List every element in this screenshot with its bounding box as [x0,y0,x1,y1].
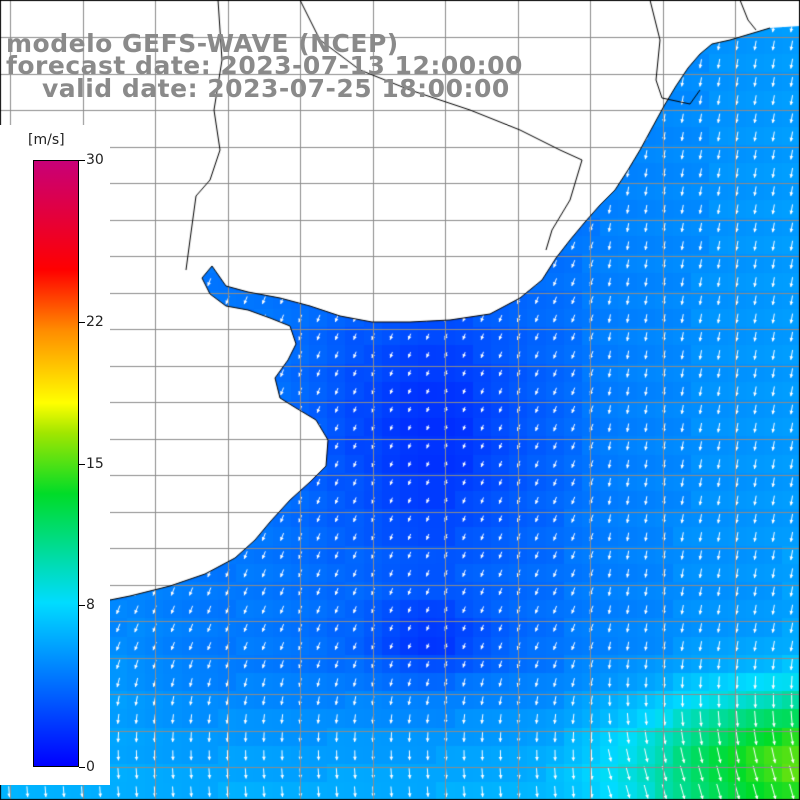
map-title-forecast-date: forecast date: 2023-07-13 12:00:00 [6,51,523,80]
colorbar-tick-mark [79,463,85,465]
colorbar-tick-mark [79,160,85,161]
map-title-valid-date: valid date: 2023-07-25 18:00:00 [42,74,510,103]
colorbar-tick-label: 0 [86,759,95,775]
colorbar-gradient [33,160,79,767]
colorbar-tick-label: 22 [86,313,104,330]
colorbar-tick-mark [79,767,85,768]
map-title-model: modelo GEFS-WAVE (NCEP) [6,29,399,58]
colorbar-tick-label: 8 [86,597,95,614]
colorbar-tick-mark [79,605,85,607]
colorbar-tick-mark [79,321,85,323]
colorbar-unit-label: [m/s] [28,132,65,148]
colorbar-tick-label: 30 [86,152,104,168]
colorbar-tick-label: 15 [86,455,104,472]
